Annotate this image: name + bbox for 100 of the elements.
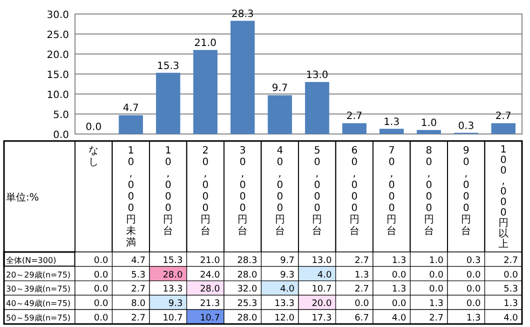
x-tick-label: 40,000円台 (274, 146, 285, 237)
data-label: 0.0 (466, 284, 482, 295)
data-label: 0.3 (466, 256, 481, 266)
data-label: 24.0 (200, 270, 220, 280)
data-label: 1.0 (429, 256, 444, 266)
data-label: 0.0 (504, 270, 518, 280)
data-label: 13.0 (312, 256, 332, 266)
data-label: 9.7 (272, 83, 288, 94)
x-tick-label: なし (88, 146, 99, 168)
bar (156, 72, 180, 134)
data-label: 1.3 (466, 314, 481, 324)
y-tick-label: 20.0 (46, 50, 69, 61)
data-label: 1.3 (384, 116, 400, 128)
data-label: 28.3 (231, 8, 254, 20)
y-tick-label: 25.0 (46, 30, 69, 41)
x-tick-label: 20,000円台 (200, 146, 210, 237)
x-tick-label: 30,000円台 (238, 146, 248, 237)
data-label: 4.7 (131, 256, 146, 266)
data-label: 2.7 (495, 111, 512, 122)
data-label: 21.0 (194, 38, 217, 49)
data-label: 2.7 (429, 314, 444, 324)
data-label: 12.0 (274, 314, 295, 324)
data-label: 10.7 (162, 314, 183, 324)
data-label: 13.3 (274, 299, 294, 310)
data-label: 15.3 (162, 256, 183, 266)
data-label: 0.0 (466, 270, 482, 280)
data-label: 20.0 (312, 299, 332, 310)
y-tick-label: 30～39歳(n=75) (6, 284, 71, 294)
data-label: 28.3 (237, 256, 258, 266)
data-label: 4.0 (317, 270, 332, 280)
data-label: 28.0 (237, 314, 258, 324)
data-label: 9.3 (168, 299, 183, 310)
data-label: 32.0 (237, 284, 258, 295)
data-label: 13.0 (306, 70, 328, 81)
data-label: 1.3 (429, 299, 444, 310)
y-tick-label: 30.0 (46, 10, 69, 21)
x-tick-label: 60,000円台 (349, 146, 360, 237)
data-label: 1.3 (504, 299, 518, 310)
y-tick-label: 5.0 (53, 110, 69, 121)
y-tick-label: 15.0 (46, 70, 69, 81)
data-label: 13.3 (162, 284, 183, 295)
data-label: 10.7 (312, 284, 332, 295)
data-label: 6.7 (354, 314, 369, 324)
data-label: 0.0 (86, 122, 102, 133)
data-label: 0.0 (429, 284, 444, 295)
data-label: 15.3 (156, 60, 180, 72)
bar (491, 123, 516, 134)
bar (305, 82, 330, 134)
x-tick-label: 90,000円台 (461, 146, 472, 237)
data-label: 4.0 (280, 284, 295, 295)
y-tick-label: 40～49歳(n=75) (6, 299, 71, 308)
data-label: 2.7 (354, 284, 369, 295)
data-label: 0.0 (429, 270, 444, 280)
category-label: 100,000円以上 (498, 144, 508, 250)
data-label: 25.3 (237, 299, 258, 310)
data-label: 2.7 (131, 314, 146, 324)
bar (230, 20, 255, 134)
data-label: 2.7 (346, 111, 362, 122)
data-label: 21.0 (200, 256, 220, 266)
y-tick-label: 10.0 (46, 90, 69, 101)
data-label: 0.0 (94, 270, 109, 280)
data-label: 17.3 (312, 314, 332, 324)
data-label: 10.7 (200, 314, 220, 324)
data-label: 0.0 (466, 299, 482, 310)
data-label: 0.0 (392, 270, 407, 280)
data-label: 9.7 (280, 256, 294, 266)
y-tick-label: 全体(N=300) (6, 256, 56, 265)
bar (268, 95, 292, 134)
data-label: 0.0 (94, 284, 109, 295)
x-tick-label: 10,000円台 (163, 146, 174, 237)
data-label: 1.3 (392, 256, 406, 266)
data-label: 1.0 (420, 118, 437, 129)
data-label: 0.0 (94, 256, 109, 266)
bar (416, 130, 441, 134)
data-label: 0.0 (354, 299, 370, 310)
data-label: 28.0 (237, 270, 258, 280)
data-label: 0.0 (94, 314, 109, 324)
data-label: 2.7 (504, 256, 518, 266)
data-label: 21.3 (200, 299, 220, 310)
data-label: 4.0 (504, 314, 518, 324)
data-label: 9.3 (280, 270, 294, 280)
data-label: 2.7 (354, 256, 369, 266)
data-label: 5.3 (131, 270, 146, 280)
text: 単位:% (6, 192, 39, 204)
y-tick-label: 0.0 (53, 130, 69, 141)
bar (342, 123, 366, 134)
data-label: 4.7 (122, 103, 139, 114)
y-tick-label: 20～29歳(n=75) (6, 270, 71, 280)
data-label: 0.0 (392, 299, 407, 310)
data-label: 2.7 (131, 284, 146, 295)
bar (380, 128, 404, 134)
data-label: 0.3 (458, 120, 474, 132)
bar (193, 50, 218, 134)
x-tick-label: 80,000円台 (424, 146, 434, 237)
data-label: 28.0 (200, 284, 220, 295)
bar (118, 115, 143, 134)
data-label: 1.3 (392, 284, 406, 295)
x-tick-label: 50,000円台 (312, 146, 322, 237)
y-tick-label: 50～59歳(n=75) (6, 314, 71, 322)
data-label: 4.0 (392, 314, 407, 324)
